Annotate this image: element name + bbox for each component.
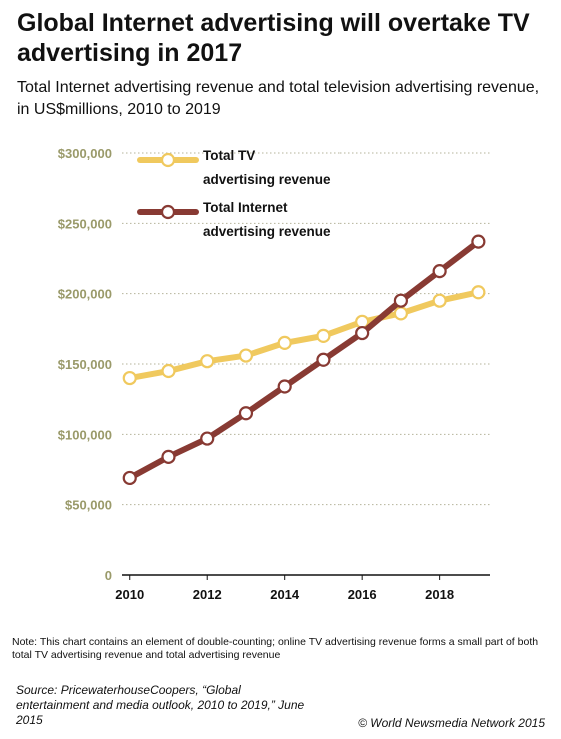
internet-data-point xyxy=(277,379,292,394)
internet-data-point xyxy=(355,325,370,341)
internet-series-line xyxy=(126,238,482,481)
internet-data-point xyxy=(471,234,486,249)
x-tick-label: 2010 xyxy=(115,587,144,602)
source-citation: Source: PricewaterhouseCoopers, “Global … xyxy=(16,683,305,727)
tv-data-point xyxy=(393,306,409,321)
chart-area: 0 $50,000 $100,000 $150,000 $200,000 $250,000… xyxy=(0,130,561,610)
y-tick-label: $300,000 xyxy=(58,146,112,161)
tv-data-point xyxy=(277,335,292,350)
line-chart: 0 $50,000 $100,000 $150,000 $200,000 $250,000… xyxy=(58,146,490,602)
y-tick-label: $50,000 xyxy=(65,498,112,513)
tv-data-point xyxy=(200,354,215,369)
tv-data-point xyxy=(161,363,176,379)
internet-data-point xyxy=(432,264,447,279)
tv-data-point xyxy=(238,348,254,363)
x-tick-label: 2014 xyxy=(270,587,300,602)
y-tick-label: $100,000 xyxy=(58,427,112,442)
legend-label-internet: Total Internet xyxy=(203,200,288,215)
chart-subtitle: Total Internet advertising revenue and t… xyxy=(17,79,540,118)
internet-data-point xyxy=(238,406,254,421)
y-tick-label: 0 xyxy=(105,568,112,583)
y-tick-label: $200,000 xyxy=(58,287,112,302)
legend-marker-tv xyxy=(160,152,176,168)
x-tick-label: 2018 xyxy=(425,587,454,602)
tv-data-point xyxy=(122,370,137,386)
internet-data-point xyxy=(200,431,215,446)
legend-marker-internet xyxy=(160,204,176,220)
copyright-notice: © World Newsmedia Network 2015 xyxy=(358,716,545,730)
internet-data-point xyxy=(393,293,409,308)
chart-note: Note: This chart contains an element of … xyxy=(12,636,539,661)
x-tick-label: 2016 xyxy=(348,587,377,602)
internet-data-point xyxy=(316,352,331,367)
legend-label-tv: advertising revenue xyxy=(203,172,331,187)
y-tick-label: $250,000 xyxy=(58,216,112,231)
tv-data-point xyxy=(471,285,486,300)
x-tick-label: 2012 xyxy=(193,587,222,602)
legend-label-internet: advertising revenue xyxy=(203,224,331,239)
tv-data-point xyxy=(432,293,447,308)
y-tick-label: $150,000 xyxy=(58,357,112,372)
internet-data-point xyxy=(161,449,176,464)
internet-data-point xyxy=(122,470,137,486)
tv-data-point xyxy=(316,328,331,343)
legend-label-tv: Total TV xyxy=(203,148,255,163)
tv-series-line xyxy=(126,289,482,382)
chart-title: Global Internet advertising will overtak… xyxy=(17,9,530,67)
